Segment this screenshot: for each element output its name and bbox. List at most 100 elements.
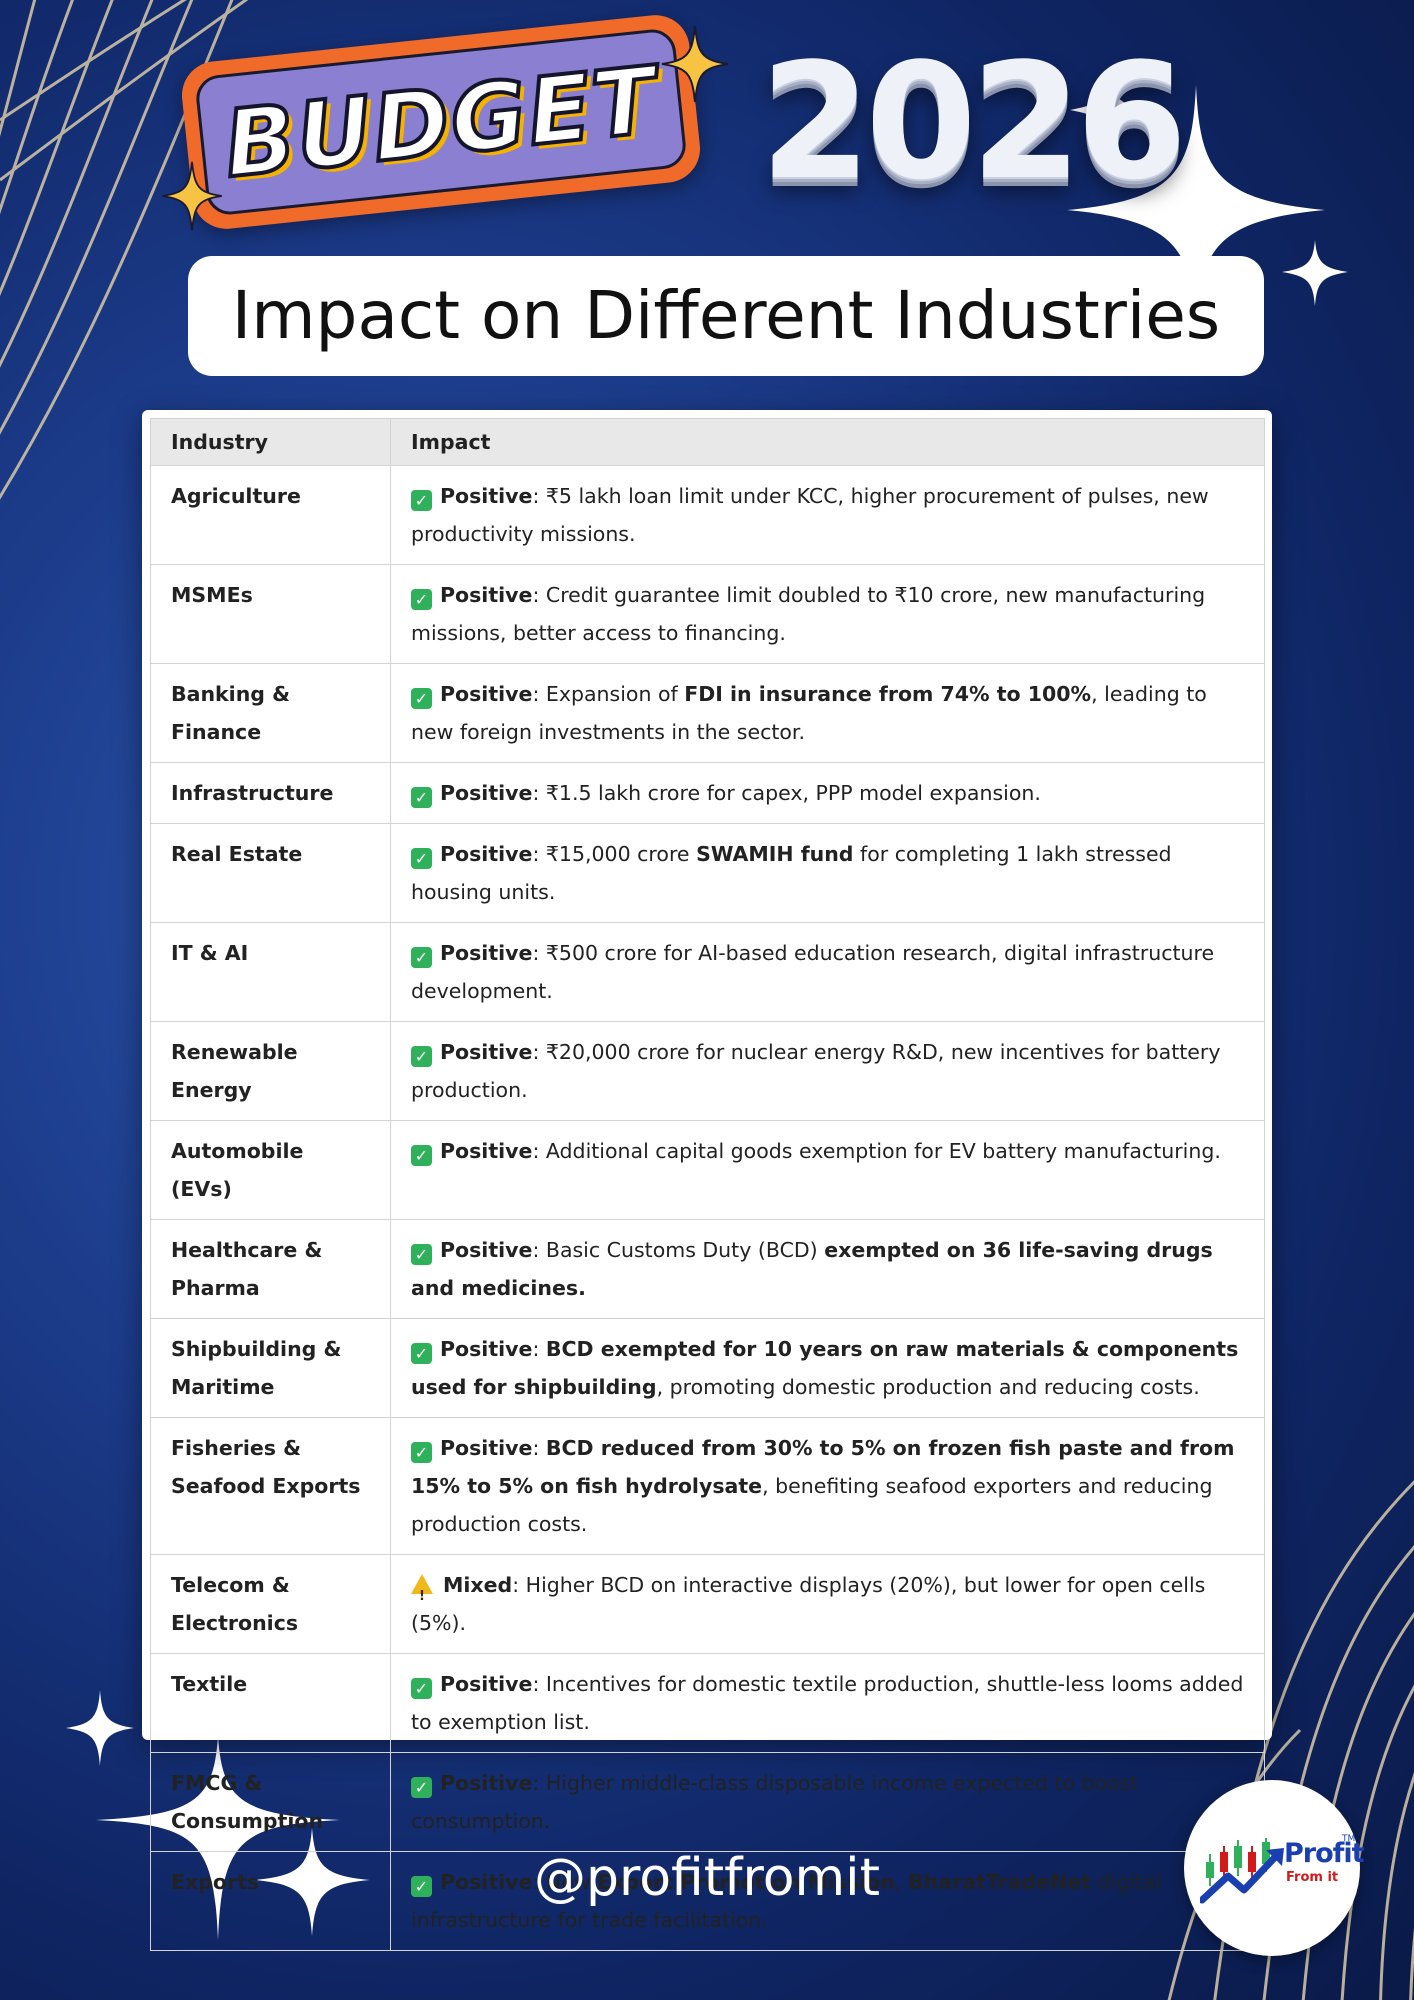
impact-text: Credit guarantee limit doubled to ₹10 cr… bbox=[411, 583, 1206, 645]
impact-highlight-text: BCD reduced from 30% to 5% on frozen fis… bbox=[411, 1436, 1235, 1498]
table-row: Banking & Finance ✓ Positive: Expansion of… bbox=[150, 663, 1265, 763]
impact-text: , promoting domestic production and redu… bbox=[656, 1375, 1200, 1399]
logo-text: Profit bbox=[1284, 1838, 1365, 1869]
industry-cell: Renewable Energy bbox=[150, 1021, 391, 1121]
budget-badge-text: BUDGET bbox=[217, 44, 664, 200]
impact-cell: ✓ Positive: Basic Customs Duty (BCD) exem… bbox=[390, 1219, 1265, 1319]
table-row: Automobile (EVs) ✓ Positive: Additional ca… bbox=[150, 1120, 1265, 1220]
table-row: Agriculture ✓ Positive: ₹5 lakh loan limit… bbox=[150, 465, 1265, 565]
impact-text: , leading to new foreign investments in … bbox=[411, 682, 1207, 744]
impact-cell: ✓ Positive: Expansion of FDI in insurance… bbox=[390, 663, 1265, 763]
table-row: Infrastructure ✓ Positive: ₹1.5 lakh crore… bbox=[150, 762, 1265, 824]
table-row: Textile ✓ Positive: Incentives for domesti… bbox=[150, 1653, 1265, 1753]
impact-highlight-text: BCD exempted for 10 years on raw materia… bbox=[411, 1337, 1239, 1399]
subtitle-banner: Impact on Different Industries bbox=[188, 256, 1264, 376]
table-row: IT & AI ✓ Positive: ₹500 crore for AI-base… bbox=[150, 922, 1265, 1022]
industry-cell: IT & AI bbox=[150, 922, 391, 1022]
table-row: Exports ✓ Positive: New Export Promotion M… bbox=[150, 1851, 1265, 1951]
impact-status-label: Positive bbox=[440, 842, 533, 866]
impact-cell: ✓ Positive: New Export Promotion Mission,… bbox=[390, 1851, 1265, 1951]
impact-highlight-text: BharatTradeNet bbox=[908, 1870, 1091, 1894]
table-row: Telecom & ElectronicsMixed: Higher BCD o… bbox=[150, 1554, 1265, 1654]
table-row: MSMEs ✓ Positive: Credit guarantee limit d… bbox=[150, 564, 1265, 664]
green-check-icon: ✓ bbox=[411, 1777, 432, 1798]
impact-status-label: Positive bbox=[440, 484, 533, 508]
impact-status-label: Positive bbox=[440, 1139, 533, 1163]
impact-text: ₹1.5 lakh crore for capex, PPP model exp… bbox=[545, 781, 1041, 805]
green-check-icon: ✓ bbox=[411, 688, 432, 709]
impact-status-label: Positive bbox=[440, 682, 533, 706]
brand-logo: Profit TM From it bbox=[1184, 1780, 1365, 1956]
green-check-icon: ✓ bbox=[411, 490, 432, 511]
impact-highlight-text: FDI in insurance from 74% to 100% bbox=[684, 682, 1092, 706]
chart-growth-icon bbox=[1200, 1838, 1284, 1904]
industry-cell: MSMEs bbox=[150, 564, 391, 664]
impact-text: Expansion of bbox=[545, 682, 685, 706]
industry-cell: Textile bbox=[150, 1653, 391, 1753]
green-check-icon: ✓ bbox=[411, 1442, 432, 1463]
industry-cell: Exports bbox=[150, 1851, 391, 1951]
table-row: Shipbuilding & Maritime ✓ Positive: BCD ex… bbox=[150, 1318, 1265, 1418]
impact-status-label: Positive bbox=[440, 1040, 533, 1064]
green-check-icon: ✓ bbox=[411, 787, 432, 808]
impact-text: Higher BCD on interactive displays (20%)… bbox=[411, 1573, 1206, 1635]
column-header-impact: Impact bbox=[390, 418, 1265, 466]
table-row: Renewable Energy ✓ Positive: ₹20,000 crore… bbox=[150, 1021, 1265, 1121]
impact-text: Additional capital goods exemption for E… bbox=[545, 1139, 1221, 1163]
impact-text: ₹500 crore for AI-based education resear… bbox=[411, 941, 1215, 1003]
industry-cell: Infrastructure bbox=[150, 762, 391, 824]
green-check-icon: ✓ bbox=[411, 848, 432, 869]
impact-text: ₹15,000 crore bbox=[545, 842, 697, 866]
logo-trademark: TM bbox=[1342, 1834, 1356, 1844]
impact-status-label: Positive bbox=[440, 1238, 533, 1262]
impact-text: ₹20,000 crore for nuclear energy R&D, ne… bbox=[411, 1040, 1221, 1102]
table-header-row: Industry Impact bbox=[150, 418, 1265, 466]
green-check-icon: ✓ bbox=[411, 1343, 432, 1364]
impact-cell: ✓ Positive: ₹20,000 crore for nuclear ene… bbox=[390, 1021, 1265, 1121]
impact-text: digital infrastructure for trade facilit… bbox=[411, 1870, 1162, 1932]
impact-highlight-text: Export Promotion Mission bbox=[597, 1870, 895, 1894]
impact-cell: Mixed: Higher BCD on interactive display… bbox=[390, 1554, 1265, 1654]
impact-status-label: Mixed bbox=[443, 1573, 513, 1597]
table-row: Healthcare & Pharma ✓ Positive: Basic Cust… bbox=[150, 1219, 1265, 1319]
industry-cell: Healthcare & Pharma bbox=[150, 1219, 391, 1319]
warning-icon bbox=[411, 1574, 433, 1616]
green-check-icon: ✓ bbox=[411, 1145, 432, 1166]
impact-text: ₹5 lakh loan limit under KCC, higher pro… bbox=[411, 484, 1209, 546]
impact-cell: ✓ Positive: ₹15,000 crore SWAMIH fund for… bbox=[390, 823, 1265, 923]
impact-cell: ✓ Positive: ₹1.5 lakh crore for capex, PP… bbox=[390, 762, 1265, 824]
badge-sparkle-icon bbox=[162, 161, 222, 231]
impact-cell: ✓ Positive: BCD reduced from 30% to 5% on… bbox=[390, 1417, 1265, 1555]
impact-status-label: Positive bbox=[440, 1672, 533, 1696]
impact-status-label: Positive bbox=[440, 1771, 533, 1795]
green-check-icon: ✓ bbox=[411, 589, 432, 610]
impact-status-label: Positive bbox=[440, 781, 533, 805]
impact-cell: ✓ Positive: Higher middle-class disposabl… bbox=[390, 1752, 1265, 1852]
impact-text: New bbox=[545, 1870, 598, 1894]
impact-cell: ✓ Positive: BCD exempted for 10 years on … bbox=[390, 1318, 1265, 1418]
table-body: Agriculture ✓ Positive: ₹5 lakh loan limit… bbox=[150, 465, 1265, 1951]
impact-status-label: Positive bbox=[440, 1436, 533, 1460]
impact-status-label: Positive bbox=[440, 583, 533, 607]
green-check-icon: ✓ bbox=[411, 1678, 432, 1699]
impact-cell: ✓ Positive: ₹500 crore for AI-based educa… bbox=[390, 922, 1265, 1022]
green-check-icon: ✓ bbox=[411, 1244, 432, 1265]
impact-status-label: Positive bbox=[440, 1870, 533, 1894]
industry-cell: Automobile (EVs) bbox=[150, 1120, 391, 1220]
table-row: Real Estate ✓ Positive: ₹15,000 crore SWAM… bbox=[150, 823, 1265, 923]
logo-subtext: From it bbox=[1286, 1870, 1339, 1885]
industry-cell: FMCG & Consumption bbox=[150, 1752, 391, 1852]
impact-cell: ✓ Positive: Incentives for domestic texti… bbox=[390, 1653, 1265, 1753]
impact-cell: ✓ Positive: Additional capital goods exem… bbox=[390, 1120, 1265, 1220]
impact-cell: ✓ Positive: ₹5 lakh loan limit under KCC,… bbox=[390, 465, 1265, 565]
badge-sparkle-icon bbox=[661, 25, 729, 103]
industry-cell: Real Estate bbox=[150, 823, 391, 923]
social-handle: @profitfromit bbox=[533, 1848, 881, 1908]
impact-table: Industry Impact Agriculture ✓ Positive: ₹5… bbox=[150, 418, 1265, 1951]
industry-cell: Banking & Finance bbox=[150, 663, 391, 763]
page-title: Impact on Different Industries bbox=[231, 277, 1221, 354]
impact-text: Higher middle-class disposable income ex… bbox=[411, 1771, 1139, 1833]
table-row: Fisheries & Seafood Exports ✓ Positive: BC… bbox=[150, 1417, 1265, 1555]
column-header-industry: Industry bbox=[150, 418, 391, 466]
impact-status-label: Positive bbox=[440, 1337, 533, 1361]
